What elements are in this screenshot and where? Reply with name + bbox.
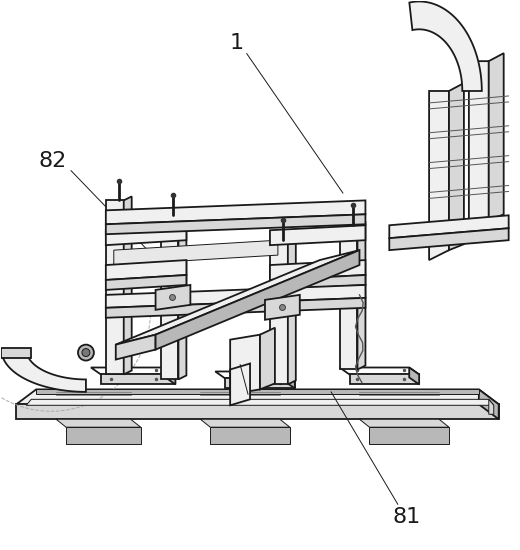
Polygon shape — [210, 427, 290, 444]
Polygon shape — [114, 240, 278, 265]
Text: 82: 82 — [39, 151, 67, 170]
Polygon shape — [200, 419, 290, 427]
Polygon shape — [285, 371, 295, 388]
Polygon shape — [16, 404, 499, 419]
Polygon shape — [260, 328, 275, 389]
Polygon shape — [230, 364, 250, 405]
Polygon shape — [357, 221, 366, 370]
Polygon shape — [479, 389, 499, 419]
Polygon shape — [91, 367, 175, 375]
Polygon shape — [155, 250, 359, 350]
Polygon shape — [270, 226, 366, 245]
Polygon shape — [429, 91, 449, 260]
Polygon shape — [340, 226, 357, 370]
Polygon shape — [230, 335, 260, 394]
Polygon shape — [155, 285, 190, 310]
Polygon shape — [469, 61, 489, 230]
Polygon shape — [116, 250, 359, 345]
Polygon shape — [270, 240, 288, 384]
Polygon shape — [270, 260, 366, 280]
Polygon shape — [178, 211, 186, 380]
Polygon shape — [349, 375, 419, 384]
Circle shape — [78, 345, 94, 361]
Polygon shape — [359, 419, 449, 427]
Circle shape — [82, 349, 90, 356]
Polygon shape — [116, 335, 155, 360]
Polygon shape — [16, 389, 499, 404]
Polygon shape — [389, 215, 509, 238]
Polygon shape — [489, 399, 494, 414]
Text: 81: 81 — [392, 507, 420, 527]
Polygon shape — [114, 290, 278, 315]
Polygon shape — [106, 275, 186, 290]
Polygon shape — [265, 295, 300, 320]
Polygon shape — [369, 427, 449, 444]
Polygon shape — [106, 200, 124, 375]
Polygon shape — [2, 350, 86, 392]
Polygon shape — [215, 371, 295, 378]
Polygon shape — [225, 378, 295, 388]
Polygon shape — [449, 83, 464, 250]
Polygon shape — [489, 53, 504, 221]
Polygon shape — [106, 260, 186, 280]
Polygon shape — [106, 298, 366, 318]
Polygon shape — [2, 348, 31, 358]
Polygon shape — [106, 200, 366, 224]
Text: 1: 1 — [230, 33, 244, 53]
Polygon shape — [36, 389, 479, 394]
Polygon shape — [270, 275, 366, 290]
Polygon shape — [106, 214, 366, 234]
Polygon shape — [409, 367, 419, 384]
Polygon shape — [56, 419, 140, 427]
Polygon shape — [409, 2, 482, 91]
Polygon shape — [340, 367, 419, 375]
Polygon shape — [124, 196, 132, 375]
Polygon shape — [66, 427, 140, 444]
Polygon shape — [165, 367, 175, 384]
Polygon shape — [288, 236, 296, 384]
Polygon shape — [106, 226, 186, 245]
Polygon shape — [101, 375, 175, 384]
Polygon shape — [106, 285, 366, 308]
Polygon shape — [389, 228, 509, 250]
Polygon shape — [26, 399, 494, 405]
Polygon shape — [161, 215, 178, 380]
